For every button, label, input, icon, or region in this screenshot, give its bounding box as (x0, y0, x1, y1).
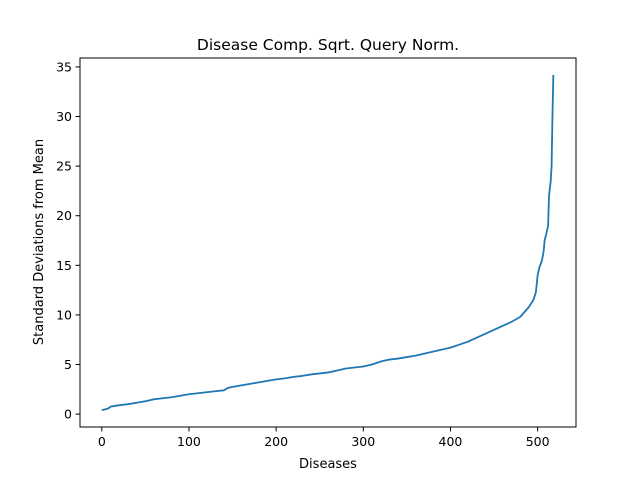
y-tick-label: 30 (56, 109, 72, 124)
y-tick-label: 5 (64, 357, 72, 372)
x-axis-label: Diseases (299, 457, 357, 472)
y-tick-label: 20 (56, 208, 72, 223)
y-tick-label: 15 (56, 258, 72, 273)
x-tick-label: 500 (526, 434, 550, 449)
x-axis-ticks: 0 100 200 300 400 500 (98, 427, 550, 449)
x-tick-label: 100 (177, 434, 201, 449)
y-tick-label: 25 (56, 159, 72, 174)
x-tick-label: 300 (351, 434, 375, 449)
y-tick-label: 0 (64, 407, 72, 422)
series-line-0 (101, 74, 555, 412)
y-tick-label: 35 (56, 59, 72, 74)
x-tick-label: 400 (439, 434, 463, 449)
y-tick-label: 10 (56, 307, 72, 322)
chart-title: Disease Comp. Sqrt. Query Norm. (197, 36, 459, 54)
plot-area (101, 74, 555, 412)
axes-frame (79, 57, 577, 428)
y-axis-ticks: 0 5 10 15 20 25 30 35 (56, 59, 80, 422)
x-tick-label: 0 (98, 434, 106, 449)
x-tick-label: 200 (264, 434, 288, 449)
y-axis-label: Standard Deviations from Mean (32, 139, 47, 345)
